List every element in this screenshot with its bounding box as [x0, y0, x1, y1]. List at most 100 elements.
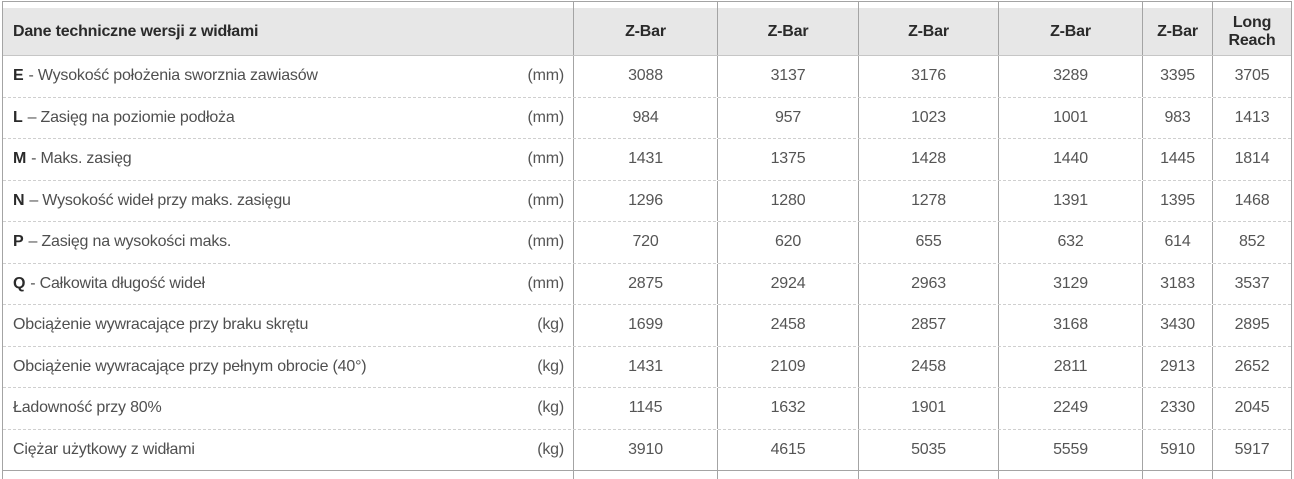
value-cell: 632 — [999, 222, 1143, 263]
column-header-1: Z-Bar — [574, 8, 718, 55]
table-row: L – Zasięg na poziomie podłoża (mm) 984 9… — [3, 97, 1291, 139]
value-cell: 3168 — [999, 305, 1143, 346]
value-cell: 3705 — [1234, 67, 1270, 85]
value-cell: 1395 — [1143, 180, 1213, 221]
value-cell: 1296 — [574, 180, 718, 221]
value-cell: 1440 — [999, 139, 1143, 180]
table-row: Q- Całkowita długość wideł (mm) 2875 292… — [3, 263, 1291, 305]
spacer-cell — [3, 471, 574, 479]
value-cell: 2924 — [718, 263, 859, 304]
value-cell: 3088 — [574, 56, 718, 97]
row-label: L – Zasięg na poziomie podłoża — [13, 109, 235, 127]
value-cell: 1814 — [1234, 150, 1270, 168]
row-label-text: Ciężar użytkowy z widłami — [13, 440, 195, 458]
row-unit: (mm) — [527, 67, 564, 85]
value-cell: 2875 — [574, 263, 718, 304]
row-unit: (kg) — [537, 399, 564, 417]
table-row: Obciążenie wywracające przy pełnym obroc… — [3, 346, 1291, 388]
column-header-6: Long Reach — [1228, 13, 1276, 49]
value-cell: 1901 — [859, 388, 999, 429]
cropped-row-top — [3, 2, 1291, 8]
value-cell: 2045 — [1234, 399, 1270, 417]
row-label-cell: P – Zasięg na wysokości maks. (mm) — [3, 222, 574, 263]
row-unit: (mm) — [527, 108, 564, 126]
value-cell: 2963 — [859, 263, 999, 304]
row-label-cell: E- Wysokość położenia sworznia zawiasów … — [3, 56, 574, 97]
value-cell: 1431 — [574, 139, 718, 180]
row-label: P – Zasięg na wysokości maks. — [13, 233, 231, 251]
row-label-text: Ładowność przy 80% — [13, 399, 162, 417]
value-cell: 2458 — [859, 346, 999, 387]
value-cell: 3137 — [718, 56, 859, 97]
row-prefix: L — [13, 108, 23, 126]
value-cell: 2109 — [718, 346, 859, 387]
row-unit: (mm) — [527, 150, 564, 168]
column-header-2: Z-Bar — [718, 8, 859, 55]
row-prefix: N — [13, 191, 25, 209]
spacer-cell — [859, 471, 999, 479]
value-cell: 1431 — [574, 346, 718, 387]
row-label: M- Maks. zasięg — [13, 150, 132, 168]
value-cell: 4615 — [718, 429, 859, 470]
table-title-text: Dane techniczne wersji z widłami — [13, 22, 259, 40]
row-prefix: M — [13, 150, 27, 168]
value-cell: 3537 — [1234, 274, 1270, 292]
table-row: M- Maks. zasięg (mm) 1431 1375 1428 1440… — [3, 139, 1291, 181]
value-cell: 1280 — [718, 180, 859, 221]
row-label-text: - Wysokość położenia sworznia zawiasów — [28, 67, 318, 85]
row-prefix: E — [13, 67, 24, 85]
value-cell: 614 — [1143, 222, 1213, 263]
value-cell: 3910 — [574, 429, 718, 470]
row-label-text: - Całkowita długość wideł — [30, 274, 205, 292]
value-cell: 720 — [574, 222, 718, 263]
row-label-text: – Zasięg na poziomie podłoża — [27, 108, 235, 126]
spacer-cell — [1143, 2, 1213, 8]
value-cell: 5910 — [1143, 429, 1213, 470]
value-cell: 983 — [1143, 97, 1213, 138]
value-cell: 1145 — [574, 388, 718, 429]
row-label: Ładowność przy 80% — [13, 399, 162, 417]
row-label-cell: L – Zasięg na poziomie podłoża (mm) — [3, 97, 574, 138]
value-cell: 5035 — [859, 429, 999, 470]
row-label-text: – Zasięg na wysokości maks. — [28, 233, 232, 251]
row-label-cell: Obciążenie wywracające przy braku skrętu… — [3, 305, 574, 346]
value-cell: 852 — [1238, 233, 1266, 251]
value-cell: 984 — [574, 97, 718, 138]
row-unit: (mm) — [527, 191, 564, 209]
row-unit: (mm) — [527, 274, 564, 292]
table-row: N – Wysokość wideł przy maks. zasięgu (mm… — [3, 180, 1291, 222]
cropped-row-bottom — [3, 471, 1291, 479]
spacer-cell — [718, 2, 859, 8]
spacer-cell — [718, 471, 859, 479]
row-prefix: Q — [13, 274, 26, 292]
row-unit: (kg) — [537, 440, 564, 458]
value-cell: 2652 — [1234, 357, 1270, 375]
row-unit: (kg) — [537, 316, 564, 334]
value-cell: 1632 — [718, 388, 859, 429]
value-cell: 3176 — [859, 56, 999, 97]
value-cell: 5917 — [1234, 440, 1270, 458]
row-label-cell: Ładowność przy 80% (kg) — [3, 388, 574, 429]
value-cell: 1001 — [999, 97, 1143, 138]
row-label: Obciążenie wywracające przy braku skrętu — [13, 316, 308, 334]
value-cell: 2895 — [1234, 316, 1270, 334]
spacer-cell — [574, 471, 718, 479]
column-header-4: Z-Bar — [999, 8, 1143, 55]
column-header-5: Z-Bar — [1143, 8, 1213, 55]
row-label: Q- Całkowita długość wideł — [13, 275, 205, 293]
row-label-text: Obciążenie wywracające przy pełnym obroc… — [13, 357, 367, 375]
row-label-cell: N – Wysokość wideł przy maks. zasięgu (mm… — [3, 180, 574, 221]
value-cell: 3289 — [999, 56, 1143, 97]
value-cell: 1468 — [1234, 191, 1270, 209]
value-cell: 1023 — [859, 97, 999, 138]
value-cell: 2249 — [999, 388, 1143, 429]
spacer-cell — [3, 2, 574, 8]
value-cell: 1375 — [718, 139, 859, 180]
value-cell: 620 — [718, 222, 859, 263]
table-title: Dane techniczne wersji z widłami — [3, 8, 574, 55]
row-label: Ciężar użytkowy z widłami — [13, 441, 195, 459]
row-label-cell: Ciężar użytkowy z widłami (kg) — [3, 429, 574, 470]
row-label: N – Wysokość wideł przy maks. zasięgu — [13, 192, 291, 210]
row-unit: (mm) — [527, 233, 564, 251]
